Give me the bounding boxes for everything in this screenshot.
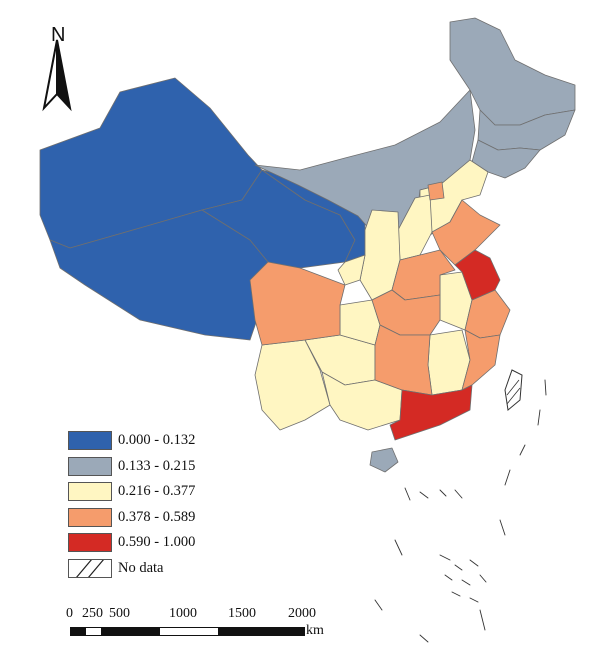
south-sea-islands: [374, 379, 547, 643]
region-ningxia: [337, 254, 366, 286]
scale-tick-label: 500: [109, 606, 130, 621]
region-shandong: [431, 199, 501, 266]
legend-swatch: [68, 507, 112, 527]
class-2-regions: [254, 17, 576, 251]
legend-item: 0.000 - 0.132: [68, 430, 268, 451]
north-arrow-icon: [42, 39, 72, 112]
scale-tick-label: 1000: [169, 606, 197, 621]
class-5-regions: [389, 249, 501, 441]
legend-item: 0.216 - 0.377: [68, 481, 268, 502]
scale-tick-label: 250: [82, 606, 103, 621]
legend-swatch: [68, 482, 112, 501]
legend-item: 0.590 - 1.000: [68, 532, 268, 553]
class-4-regions: [249, 181, 511, 396]
legend-label: 0.378 - 0.589: [118, 508, 196, 525]
region-sichuan: [249, 261, 346, 346]
legend-label: No data: [118, 559, 164, 576]
north-label: N: [51, 24, 66, 46]
class-1-regions: [39, 77, 366, 341]
legend-item: 0.378 - 0.589: [68, 507, 268, 528]
legend-item-no-data: No data: [68, 558, 268, 579]
legend-swatch: [68, 456, 112, 476]
scale-tick-label: 2000: [288, 606, 316, 621]
legend-item: 0.133 - 0.215: [68, 456, 268, 477]
region-fujian: [461, 329, 501, 391]
class-3-regions: [254, 159, 489, 431]
scale-bar-graphic: [70, 627, 305, 636]
legend-swatch: [68, 431, 112, 450]
region-guangdong: [389, 384, 473, 441]
region-jiangsu: [454, 249, 501, 301]
scale-tick-label: 0: [66, 606, 73, 621]
region-hunan: [374, 324, 433, 396]
region-hainan: [369, 447, 399, 473]
legend-label: 0.216 - 0.377: [118, 483, 196, 499]
no-data-hatch-swatch: [68, 558, 112, 578]
map-legend: 0.000 - 0.132 0.133 - 0.215 0.216 - 0.37…: [68, 430, 268, 583]
legend-label: 0.000 - 0.132: [118, 432, 196, 448]
scale-unit: km: [306, 623, 324, 638]
taiwan-hatch: [506, 379, 521, 405]
scale-tick-label: 1500: [228, 606, 256, 621]
region-beijing: [427, 181, 445, 201]
legend-label: 0.133 - 0.215: [118, 457, 196, 474]
scale-bar: 0 250 500 1000 1500 2000 km: [66, 606, 336, 646]
legend-label: 0.590 - 1.000: [118, 534, 196, 550]
legend-swatch: [68, 533, 112, 552]
region-taiwan-no-data: [504, 369, 523, 411]
